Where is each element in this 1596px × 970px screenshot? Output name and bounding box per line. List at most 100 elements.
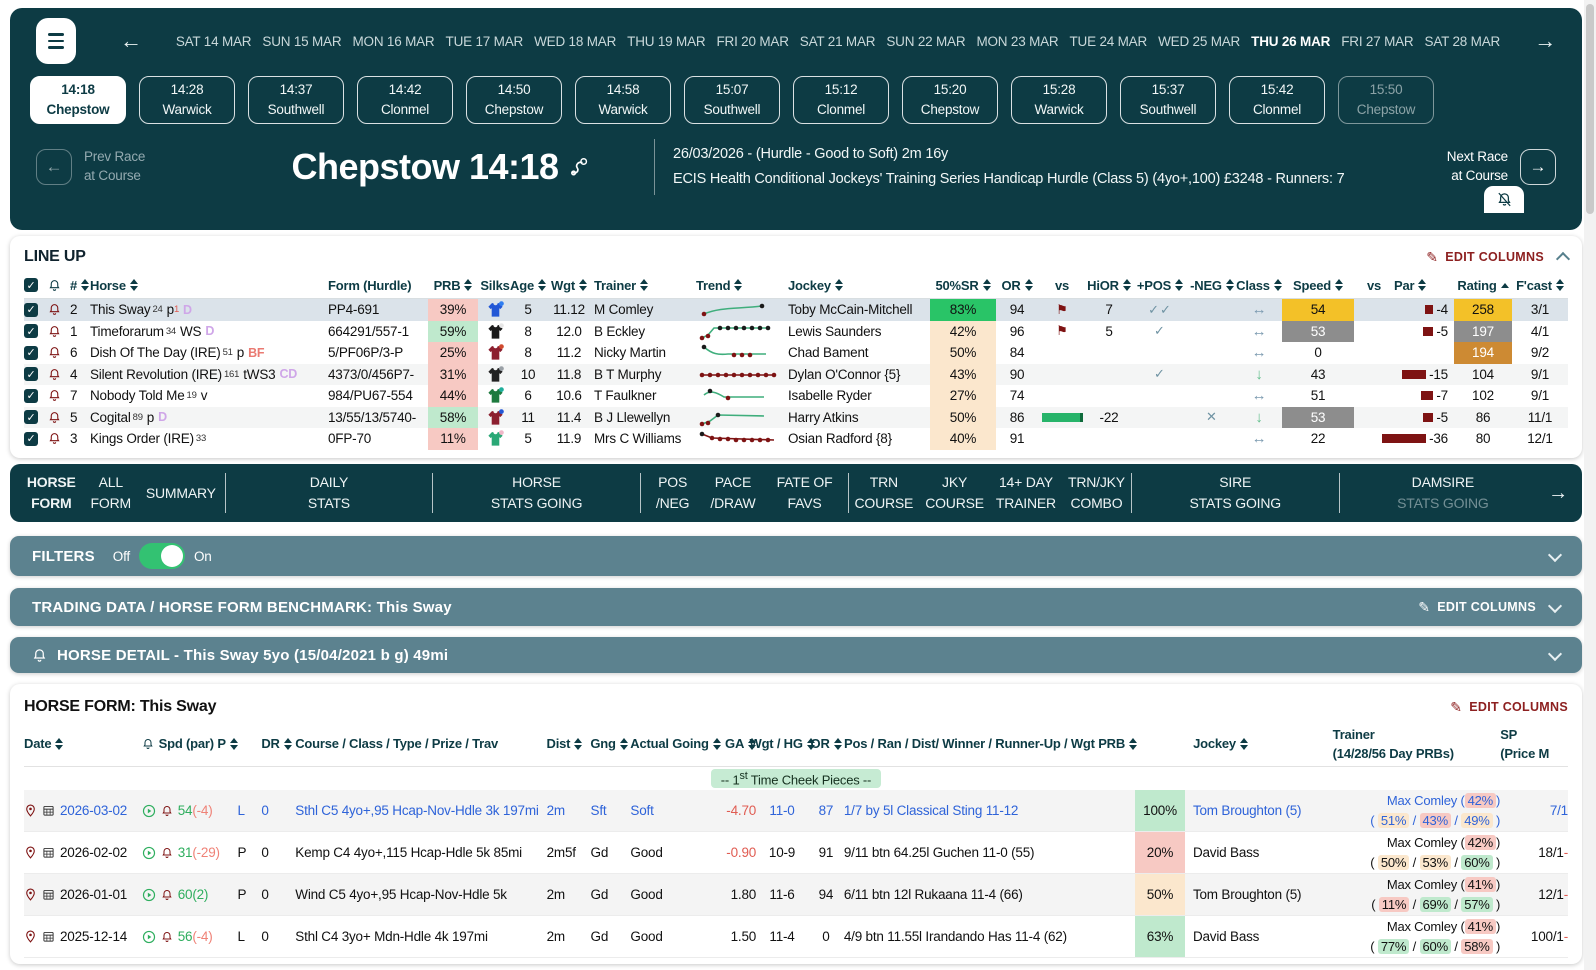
date-tab-sat-14-mar[interactable]: SAT 14 MAR	[175, 33, 252, 49]
sort-icon[interactable]	[639, 279, 648, 291]
sort-icon[interactable]	[1122, 279, 1131, 291]
sort-icon[interactable]	[1024, 279, 1033, 291]
form-col-jockey[interactable]: Jockey	[1185, 734, 1333, 754]
horse-name[interactable]: Cogital	[90, 409, 131, 425]
sort-icon[interactable]	[1273, 279, 1282, 291]
sort-icon[interactable]	[129, 279, 138, 291]
map-pin-icon[interactable]	[24, 930, 37, 943]
lineup-edit-columns-button[interactable]: ✎ EDIT COLUMNS	[1426, 248, 1544, 265]
lineup-col-age[interactable]: Age	[510, 272, 546, 298]
dates-prev-icon[interactable]: ←	[120, 28, 142, 53]
runner-checkbox[interactable]: ✓	[24, 345, 38, 360]
jockey-name[interactable]: Tom Broughton (5)	[1192, 803, 1302, 818]
lineup-col-wgt[interactable]: Wgt	[544, 272, 594, 298]
alert-bell-icon[interactable]	[161, 931, 173, 943]
tab-fate-of-favs[interactable]: FATE OF FAVS	[771, 472, 839, 514]
filters-bar[interactable]: FILTERS Off On	[10, 536, 1582, 576]
racecard-icon[interactable]	[42, 804, 55, 817]
sort-icon[interactable]	[578, 279, 587, 291]
runner-checkbox[interactable]: ✓	[24, 431, 38, 446]
sort-icon[interactable]	[55, 738, 64, 750]
lineup-col-f-cast[interactable]: F'cast	[1512, 272, 1568, 298]
date-tab-thu-19-mar[interactable]: THU 19 MAR	[627, 33, 706, 49]
lineup-col-horse[interactable]: Horse	[90, 272, 328, 298]
form-col-dr[interactable]: DR	[261, 734, 295, 754]
tab-14-day-trainer[interactable]: 14+ DAY TRAINER	[990, 472, 1062, 514]
filters-expand-icon[interactable]	[1547, 547, 1563, 562]
alert-bell-icon[interactable]	[48, 346, 61, 359]
horse-name[interactable]: Timeforarum	[90, 323, 164, 339]
race-tab-1458-warwick[interactable]: 14:58 Warwick	[575, 76, 671, 124]
jockey-name[interactable]: Tom Broughton (5)	[1192, 887, 1302, 902]
lineup-col--neg[interactable]: -NEG	[1188, 272, 1236, 298]
tab-daily-stats[interactable]: DAILY STATS	[302, 472, 356, 514]
page-scrollbar[interactable]	[1584, 0, 1596, 970]
sort-icon[interactable]	[748, 738, 757, 750]
jockey-name[interactable]: David Bass	[1192, 929, 1260, 944]
horse-form-edit-columns-button[interactable]: ✎ EDIT COLUMNS	[1450, 698, 1568, 715]
lineup-col-checkbox[interactable]: ✓	[24, 272, 48, 298]
sort-icon[interactable]	[1500, 282, 1509, 288]
tab-trn-jky-combo[interactable]: TRN/JKY COMBO	[1062, 472, 1131, 514]
horse-detail-expand-icon[interactable]	[1547, 646, 1563, 661]
sort-icon[interactable]	[712, 738, 721, 750]
runner-checkbox[interactable]: ✓	[24, 324, 38, 339]
sort-icon[interactable]	[1175, 279, 1184, 291]
alert-bell-icon[interactable]	[161, 805, 173, 817]
sort-icon[interactable]	[537, 279, 546, 291]
sort-icon[interactable]	[833, 738, 842, 750]
form-col-or[interactable]: OR	[808, 734, 844, 754]
alert-bell-icon[interactable]	[48, 303, 61, 316]
replay-play-icon[interactable]	[142, 846, 156, 860]
sort-icon[interactable]	[734, 279, 743, 291]
scrollbar-thumb[interactable]	[1586, 4, 1594, 214]
dates-next-icon[interactable]: →	[1534, 28, 1556, 53]
date-tab-fri-27-mar[interactable]: FRI 27 MAR	[1341, 33, 1414, 49]
tab-summary[interactable]: SUMMARY	[140, 483, 222, 504]
replay-play-icon[interactable]	[142, 888, 156, 902]
alert-bell-icon[interactable]	[161, 889, 173, 901]
runner-checkbox[interactable]: ✓	[24, 367, 38, 382]
sort-icon[interactable]	[1555, 279, 1564, 291]
tab-trn-course[interactable]: TRN COURSE	[849, 472, 920, 514]
horse-detail-bar[interactable]: HORSE DETAIL - This Sway 5yo (15/04/2021…	[10, 637, 1582, 673]
tab-horse-stats-going[interactable]: HORSE STATS GOING	[485, 472, 588, 514]
lineup-collapse-icon[interactable]	[1555, 251, 1571, 267]
map-pin-icon[interactable]	[24, 888, 37, 901]
lineup-col-speed[interactable]: Speed	[1282, 272, 1354, 298]
tab-pace-draw[interactable]: PACE/DRAW	[704, 472, 761, 514]
form-col-pos-ran-dist-winner-runner-up-wgt-prb[interactable]: Pos / Ran / Dist/ Winner / Runner-Up / W…	[844, 734, 1185, 754]
sort-icon[interactable]	[283, 738, 292, 750]
lineup-col--[interactable]: #	[70, 272, 90, 298]
race-tab-1528-warwick[interactable]: 15:28 Warwick	[1011, 76, 1107, 124]
race-date[interactable]: 2026-03-02	[60, 803, 128, 818]
lineup-col-hior[interactable]: HiOR	[1086, 272, 1132, 298]
alert-bell-icon[interactable]	[48, 432, 61, 445]
alert-bell-icon[interactable]	[48, 411, 61, 424]
race-tab-1512-clonmel[interactable]: 15:12 Clonmel	[793, 76, 889, 124]
date-tab-sun-22-mar[interactable]: SUN 22 MAR	[886, 33, 966, 49]
trading-expand-icon[interactable]	[1547, 598, 1563, 613]
lineup-col--pos[interactable]: +POS	[1132, 272, 1188, 298]
tab-damsire-stats-going[interactable]: DAMSIRE STATS GOING	[1391, 472, 1494, 514]
race-tab-1520-chepstow[interactable]: 15:20 Chepstow	[902, 76, 998, 124]
race-date[interactable]: 2026-01-01	[60, 887, 128, 902]
sort-icon[interactable]	[834, 279, 843, 291]
lineup-col-or[interactable]: OR	[996, 272, 1038, 298]
form-col-gng[interactable]: Gng	[590, 734, 630, 754]
form-col-spd-par-p[interactable]: Spd (par) P	[142, 734, 262, 754]
date-tab-fri-20-mar[interactable]: FRI 20 MAR	[716, 33, 789, 49]
map-pin-icon[interactable]	[24, 804, 37, 817]
sort-icon[interactable]	[574, 738, 583, 750]
race-date[interactable]: 2025-12-14	[60, 929, 128, 944]
runner-checkbox[interactable]: ✓	[24, 410, 38, 425]
horse-name[interactable]: This Sway	[90, 302, 151, 318]
horse-name[interactable]: Nobody Told Me	[90, 388, 185, 404]
sort-icon[interactable]	[464, 279, 473, 291]
race-date[interactable]: 2026-02-02	[60, 845, 128, 860]
menu-button[interactable]	[36, 18, 76, 64]
lineup-col-trainer[interactable]: Trainer	[594, 272, 696, 298]
race-tab-1437-southwell[interactable]: 14:37 Southwell	[248, 76, 344, 124]
trainer-name[interactable]: Max Comley (42%)	[1386, 793, 1501, 808]
sort-icon[interactable]	[1239, 738, 1248, 750]
